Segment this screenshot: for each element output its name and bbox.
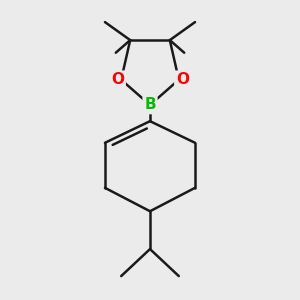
Text: O: O — [176, 72, 189, 87]
Text: O: O — [111, 72, 124, 87]
Text: B: B — [144, 98, 156, 112]
